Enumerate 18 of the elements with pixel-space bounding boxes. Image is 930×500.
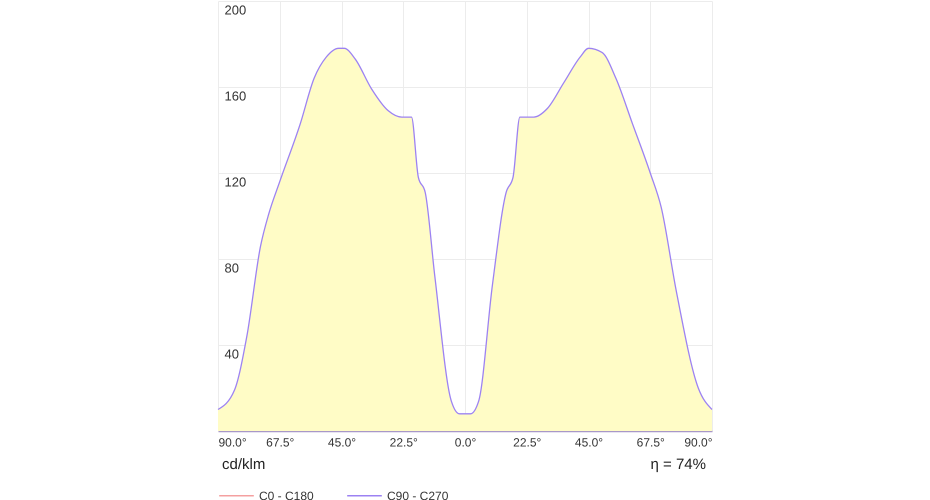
legend-label: C0 - C180 (259, 488, 314, 500)
legend-label: C90 - C270 (387, 488, 449, 500)
y-tick-label: 120 (224, 174, 246, 190)
x-tick-label: 45.0° (574, 436, 604, 450)
y-tick-label: 200 (224, 2, 246, 18)
text: cd/klm (222, 456, 266, 473)
y-tick-label: 80 (224, 260, 239, 276)
x-tick-label: 90.0° (684, 436, 713, 450)
x-tick-label: 45.0° (328, 436, 356, 450)
x-tick-label: 22.5° (390, 436, 418, 450)
x-tick-label: 22.5° (513, 436, 542, 450)
text: η = 74% (650, 456, 706, 473)
x-tick-label: 67.5° (266, 436, 295, 450)
x-tick-label: 67.5° (636, 436, 666, 450)
y-tick-label: 160 (224, 88, 246, 104)
y-tick-label: 40 (224, 346, 239, 362)
x-tick-label: 90.0° (218, 436, 247, 450)
x-tick-label: 0.0° (454, 436, 476, 450)
